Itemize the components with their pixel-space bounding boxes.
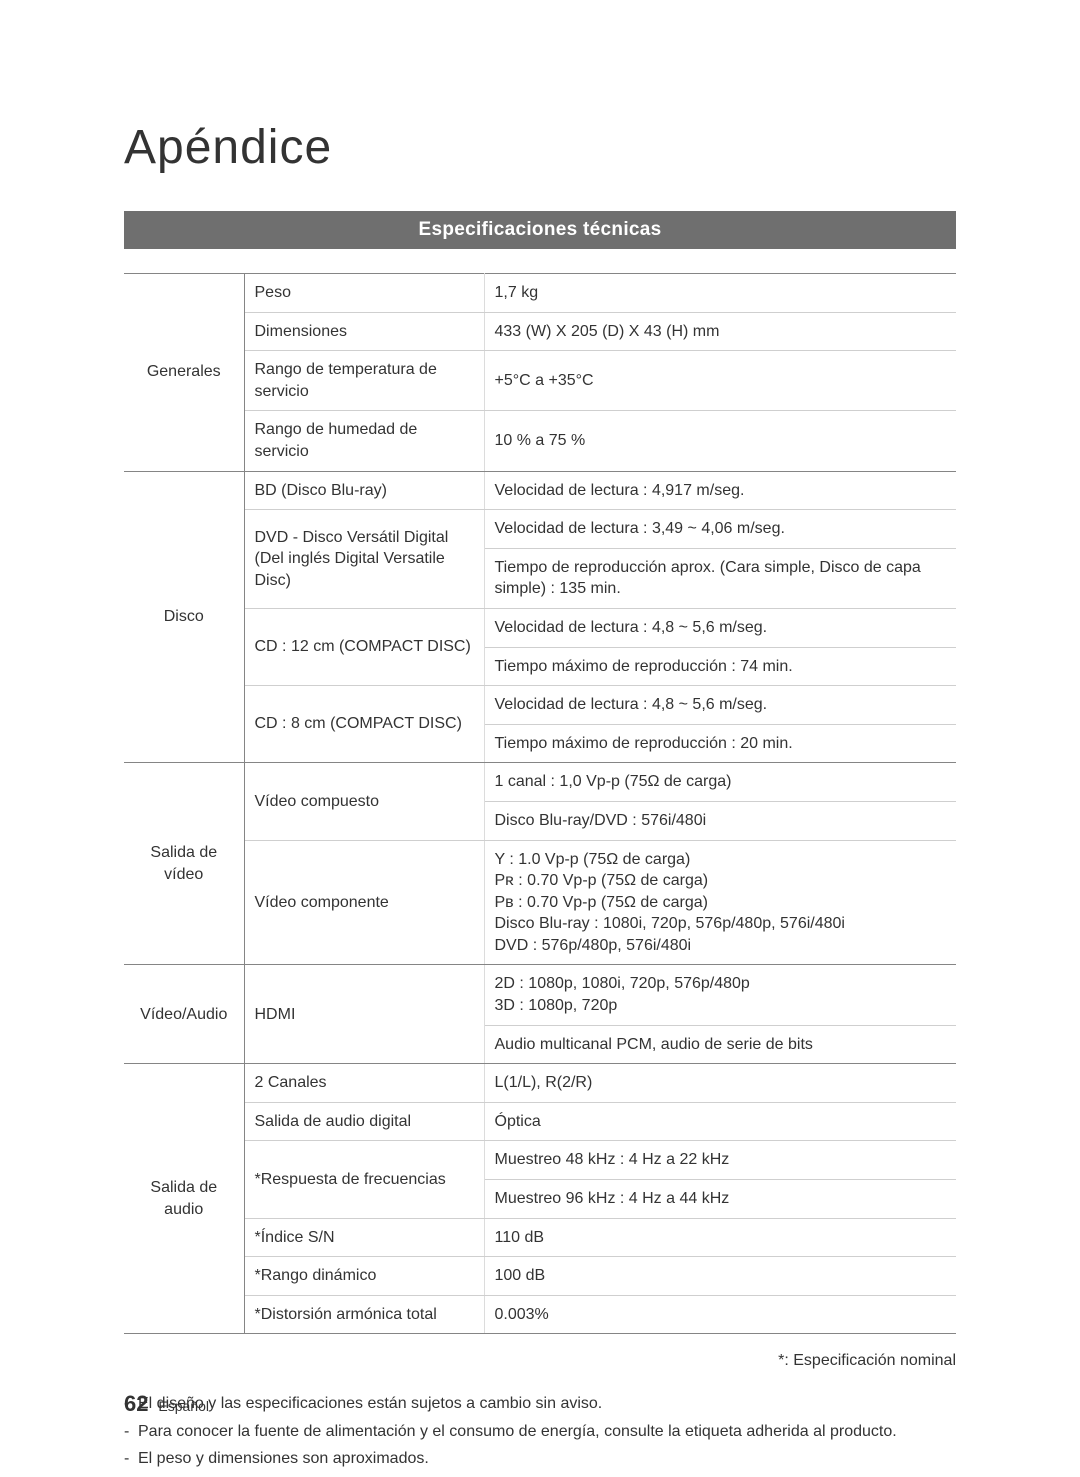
label-cell: Peso <box>244 274 484 313</box>
value-cell: Velocidad de lectura : 4,8 ~ 5,6 m/seg. <box>484 608 956 647</box>
label-cell: CD : 8 cm (COMPACT DISC) <box>244 686 484 763</box>
value-cell: Tiempo máximo de reproducción : 74 min. <box>484 647 956 686</box>
label-cell: *Índice S/N <box>244 1218 484 1257</box>
value-cell: Disco Blu-ray/DVD : 576i/480i <box>484 801 956 840</box>
label-cell: Rango de temperatura de servicio <box>244 351 484 411</box>
table-row: Rango de humedad de servicio 10 % a 75 % <box>124 411 956 471</box>
value-cell: 1,7 kg <box>484 274 956 313</box>
category-cell: Vídeo/Audio <box>124 965 244 1064</box>
note-item: El peso y dimensiones son aproximados. <box>124 1447 956 1470</box>
table-row: *Rango dinámico 100 dB <box>124 1257 956 1296</box>
table-row: Vídeo componente Y : 1.0 Vp-p (75Ω de ca… <box>124 840 956 965</box>
table-row: CD : 8 cm (COMPACT DISC) Velocidad de le… <box>124 686 956 725</box>
table-row: Dimensiones 433 (W) X 205 (D) X 43 (H) m… <box>124 312 956 351</box>
table-row: Disco BD (Disco Blu-ray) Velocidad de le… <box>124 471 956 510</box>
label-cell: Vídeo compuesto <box>244 763 484 840</box>
label-cell: Vídeo componente <box>244 840 484 965</box>
value-cell: Audio multicanal PCM, audio de serie de … <box>484 1025 956 1064</box>
value-cell: Muestreo 96 kHz : 4 Hz a 44 kHz <box>484 1180 956 1219</box>
page-footer: 62 Español <box>124 1391 209 1417</box>
label-cell: *Respuesta de frecuencias <box>244 1141 484 1218</box>
value-cell: +5°C a +35°C <box>484 351 956 411</box>
value-cell: Velocidad de lectura : 4,8 ~ 5,6 m/seg. <box>484 686 956 725</box>
table-row: DVD - Disco Versátil Digital(Del inglés … <box>124 510 956 549</box>
value-cell: 2D : 1080p, 1080i, 720p, 576p/480p3D : 1… <box>484 965 956 1025</box>
spec-table: Generales Peso 1,7 kg Dimensiones 433 (W… <box>124 273 956 1334</box>
notes-list: El diseño y las especificaciones están s… <box>124 1392 956 1470</box>
label-cell: BD (Disco Blu-ray) <box>244 471 484 510</box>
category-cell: Generales <box>124 274 244 472</box>
table-row: *Distorsión armónica total 0.003% <box>124 1295 956 1334</box>
value-cell: 100 dB <box>484 1257 956 1296</box>
value-cell: Velocidad de lectura : 3,49 ~ 4,06 m/seg… <box>484 510 956 549</box>
label-cell: Rango de humedad de servicio <box>244 411 484 471</box>
section-banner: Especificaciones técnicas <box>124 211 956 249</box>
table-row: Rango de temperatura de servicio +5°C a … <box>124 351 956 411</box>
value-cell: 433 (W) X 205 (D) X 43 (H) mm <box>484 312 956 351</box>
label-cell: CD : 12 cm (COMPACT DISC) <box>244 608 484 685</box>
table-row: Vídeo/Audio HDMI 2D : 1080p, 1080i, 720p… <box>124 965 956 1025</box>
page-title: Apéndice <box>124 120 956 175</box>
value-cell: 0.003% <box>484 1295 956 1334</box>
value-cell: Velocidad de lectura : 4,917 m/seg. <box>484 471 956 510</box>
label-cell: DVD - Disco Versátil Digital(Del inglés … <box>244 510 484 609</box>
footnote-nominal: *: Especificación nominal <box>124 1352 956 1370</box>
category-cell: Disco <box>124 471 244 763</box>
note-item: El diseño y las especificaciones están s… <box>124 1392 956 1415</box>
value-cell: Tiempo de reproducción aprox. (Cara simp… <box>484 548 956 608</box>
document-page: Apéndice Especificaciones técnicas Gener… <box>0 0 1080 1477</box>
label-cell: *Distorsión armónica total <box>244 1295 484 1334</box>
table-row: *Respuesta de frecuencias Muestreo 48 kH… <box>124 1141 956 1180</box>
value-cell: 1 canal : 1,0 Vp-p (75Ω de carga) <box>484 763 956 802</box>
value-cell: Tiempo máximo de reproducción : 20 min. <box>484 724 956 763</box>
table-row: Generales Peso 1,7 kg <box>124 274 956 313</box>
page-number: 62 <box>124 1391 148 1416</box>
category-cell: Salida de vídeo <box>124 763 244 965</box>
category-cell: Salida de audio <box>124 1064 244 1334</box>
value-cell: 10 % a 75 % <box>484 411 956 471</box>
table-row: Salida de vídeo Vídeo compuesto 1 canal … <box>124 763 956 802</box>
note-item: Para conocer la fuente de alimentación y… <box>124 1420 956 1443</box>
value-cell: Muestreo 48 kHz : 4 Hz a 22 kHz <box>484 1141 956 1180</box>
table-row: Salida de audio 2 Canales L(1/L), R(2/R) <box>124 1064 956 1103</box>
label-cell: *Rango dinámico <box>244 1257 484 1296</box>
value-cell: Y : 1.0 Vp-p (75Ω de carga)Pʀ : 0.70 Vp-… <box>484 840 956 965</box>
label-cell: HDMI <box>244 965 484 1064</box>
table-row: *Índice S/N 110 dB <box>124 1218 956 1257</box>
label-cell: Salida de audio digital <box>244 1102 484 1141</box>
label-cell: 2 Canales <box>244 1064 484 1103</box>
label-cell: Dimensiones <box>244 312 484 351</box>
page-language: Español <box>158 1398 209 1414</box>
table-row: CD : 12 cm (COMPACT DISC) Velocidad de l… <box>124 608 956 647</box>
value-cell: L(1/L), R(2/R) <box>484 1064 956 1103</box>
table-row: Salida de audio digital Óptica <box>124 1102 956 1141</box>
value-cell: Óptica <box>484 1102 956 1141</box>
value-cell: 110 dB <box>484 1218 956 1257</box>
